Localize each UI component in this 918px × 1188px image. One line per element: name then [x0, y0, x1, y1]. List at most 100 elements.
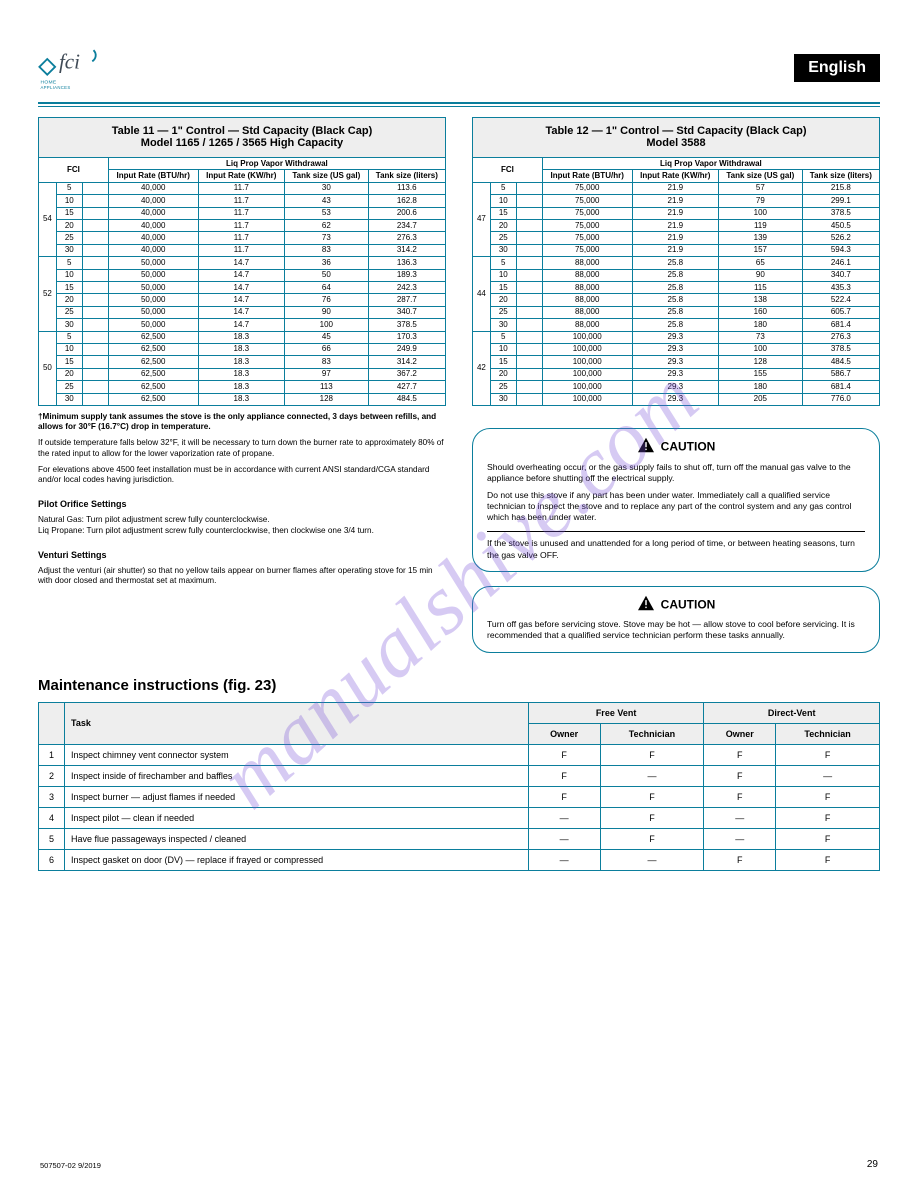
- table-cell: [82, 182, 108, 194]
- table-cell: 5: [56, 257, 82, 269]
- table-cell: F: [528, 744, 600, 765]
- table-cell: 25.8: [632, 269, 718, 281]
- table-cell: 378.5: [802, 207, 879, 219]
- table-cell: [516, 356, 542, 368]
- table-cell: 18.3: [198, 368, 284, 380]
- table-cell: —: [600, 849, 704, 870]
- table-cell: 276.3: [368, 232, 445, 244]
- table-cell: 162.8: [368, 195, 445, 207]
- pilot-block: Pilot Orifice Settings Natural Gas: Turn…: [38, 499, 446, 536]
- note-elev: For elevations above 4500 feet installat…: [38, 465, 446, 486]
- warning-icon: [637, 437, 655, 458]
- note-temp: If outside temperature falls below 32°F,…: [38, 438, 446, 459]
- table-cell: 30: [490, 319, 516, 331]
- table-cell: [516, 220, 542, 232]
- table-cell: [516, 393, 542, 405]
- table-cell: 75,000: [542, 244, 632, 256]
- table-cell: 14.7: [198, 319, 284, 331]
- table-cell: [516, 331, 542, 343]
- table-cell: [516, 343, 542, 355]
- maint-h-tech: Technician: [600, 723, 704, 744]
- maint-h-own2: Owner: [704, 723, 776, 744]
- table-cell: 378.5: [368, 319, 445, 331]
- table-cell: 62,500: [108, 368, 198, 380]
- table-cell: 20: [490, 294, 516, 306]
- table-cell: 100,000: [542, 368, 632, 380]
- table-cell: 522.4: [802, 294, 879, 306]
- table-cell: 1: [39, 744, 65, 765]
- table-cell: [516, 257, 542, 269]
- table-cell: 29.3: [632, 368, 718, 380]
- orifice-cell: 44: [473, 257, 491, 331]
- table-cell: 43: [284, 195, 368, 207]
- table-cell: 200.6: [368, 207, 445, 219]
- table-cell: 62,500: [108, 356, 198, 368]
- table-cell: 50,000: [108, 319, 198, 331]
- table-cell: 242.3: [368, 282, 445, 294]
- table-cell: F: [704, 744, 776, 765]
- table-cell: 20: [56, 294, 82, 306]
- table-cell: 287.7: [368, 294, 445, 306]
- table-cell: 18.3: [198, 331, 284, 343]
- table-cell: 160: [718, 306, 802, 318]
- table-cell: 40,000: [108, 195, 198, 207]
- venturi-heading: Venturi Settings: [38, 550, 446, 560]
- table-cell: F: [704, 786, 776, 807]
- maint-h-task: Task: [65, 702, 529, 744]
- table-cell: 29.3: [632, 381, 718, 393]
- orifice-cell: 50: [39, 331, 57, 405]
- table-cell: 11.7: [198, 244, 284, 256]
- table-cell: 314.2: [368, 244, 445, 256]
- table-cell: 100: [284, 319, 368, 331]
- table-cell: 21.9: [632, 232, 718, 244]
- table-cell: 21.9: [632, 207, 718, 219]
- table-cell: 100,000: [542, 393, 632, 405]
- table-cell: 115: [718, 282, 802, 294]
- table-cell: 681.4: [802, 381, 879, 393]
- table-cell: 11.7: [198, 220, 284, 232]
- table-cell: [82, 368, 108, 380]
- table-cell: [82, 331, 108, 343]
- orifice-cell: 54: [39, 182, 57, 256]
- table-cell: 25: [490, 232, 516, 244]
- table-cell: 3: [39, 786, 65, 807]
- t11-block-b: Liq Prop Vapor Withdrawal: [108, 158, 445, 170]
- table-cell: 21.9: [632, 220, 718, 232]
- table-cell: 484.5: [368, 393, 445, 405]
- table-cell: 30: [56, 393, 82, 405]
- table-cell: 30: [284, 182, 368, 194]
- table-cell: 138: [718, 294, 802, 306]
- table-cell: 29.3: [632, 331, 718, 343]
- t12-h-tank-us: Tank size (US gal): [718, 170, 802, 182]
- table-cell: 18.3: [198, 393, 284, 405]
- table-cell: 20: [56, 368, 82, 380]
- page-number: 29: [867, 1159, 878, 1170]
- table-cell: Inspect pilot — clean if needed: [65, 807, 529, 828]
- t12-h-tank-l: Tank size (liters): [802, 170, 879, 182]
- table-cell: 45: [284, 331, 368, 343]
- header-rule: [38, 102, 880, 107]
- table-cell: F: [704, 849, 776, 870]
- note-tank: †Minimum supply tank assumes the stove i…: [38, 412, 446, 433]
- table-cell: 180: [718, 381, 802, 393]
- table-cell: 25.8: [632, 306, 718, 318]
- table-cell: 4: [39, 807, 65, 828]
- table-cell: 21.9: [632, 182, 718, 194]
- table-cell: 100,000: [542, 356, 632, 368]
- table-cell: 180: [718, 319, 802, 331]
- table-cell: [82, 343, 108, 355]
- maint-h-fv: Free Vent: [528, 702, 704, 723]
- table-cell: 10: [490, 269, 516, 281]
- table-cell: F: [704, 765, 776, 786]
- table-cell: —: [704, 828, 776, 849]
- maint-h-num: [39, 702, 65, 744]
- table-cell: 29.3: [632, 343, 718, 355]
- caution-1-p3: If the stove is unused and unattended fo…: [487, 538, 865, 560]
- table-cell: 15: [490, 356, 516, 368]
- table-cell: 427.7: [368, 381, 445, 393]
- table-cell: 66: [284, 343, 368, 355]
- table-cell: —: [528, 807, 600, 828]
- table-cell: 139: [718, 232, 802, 244]
- table-cell: 62,500: [108, 381, 198, 393]
- table-cell: 30: [490, 244, 516, 256]
